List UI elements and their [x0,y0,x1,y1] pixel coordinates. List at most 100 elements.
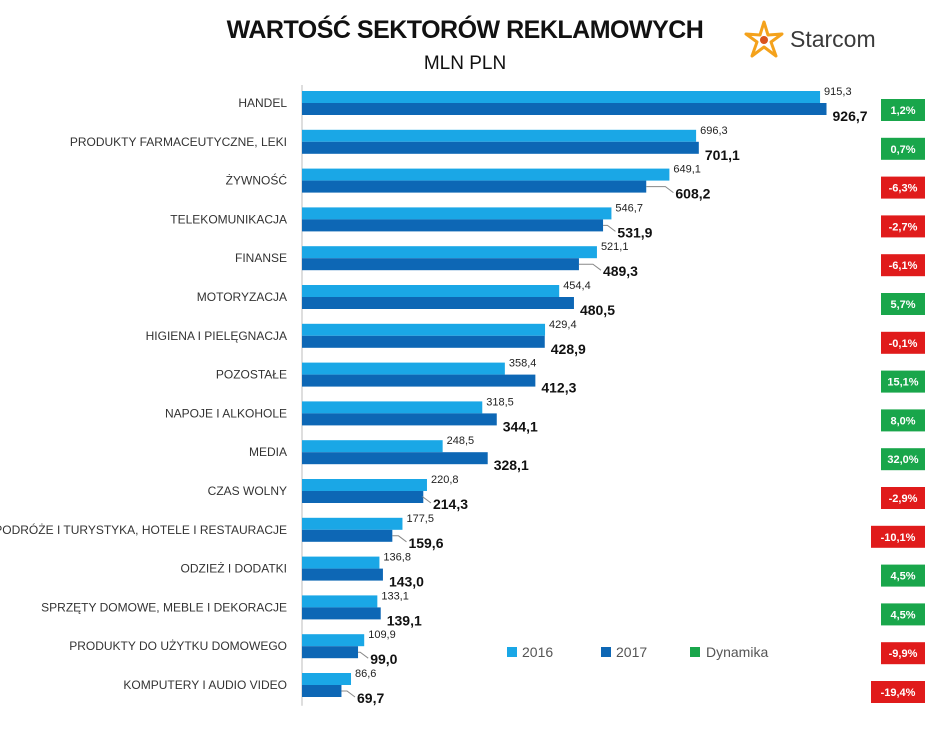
value-label-2017: 926,7 [833,108,868,124]
category-label: MEDIA [249,445,287,459]
value-label-2016: 109,9 [368,629,396,641]
leader-line [421,496,432,504]
bar-2017 [302,180,647,193]
leader-line [578,263,602,271]
dynamics-badge [881,137,925,160]
bar-2017 [302,452,488,465]
bar-2016 [302,129,697,142]
bar-2016 [302,595,378,608]
value-label-2016: 136,8 [383,552,411,564]
category-label: PRODUKTY FARMACEUTYCZNE, LEKI [70,135,287,149]
leader-line [341,690,356,698]
dynamics-badge [881,331,925,354]
legend-swatch-2016 [507,647,517,657]
bar-2016 [302,401,483,414]
value-label-2017: 214,3 [433,496,468,512]
category-label: NAPOJE I ALKOHOLE [165,406,287,420]
value-label-2017: 99,0 [370,651,397,667]
dynamics-label: 0,7% [890,144,915,156]
leader-line [603,224,616,232]
category-label: HANDEL [238,96,287,110]
bar-2016 [302,440,443,453]
bar-2016 [302,91,821,103]
value-label-2017: 489,3 [603,263,638,279]
bar-2017 [302,141,699,154]
value-label-2016: 248,5 [447,435,475,447]
dynamics-badge [881,254,925,277]
dynamics-badge [871,681,925,703]
category-label: TELEKOMUNIKACJA [170,212,287,226]
dynamics-badge [881,642,925,665]
dynamics-badge [881,370,925,393]
bar-2017 [302,529,393,542]
dynamics-label: 4,5% [890,609,915,621]
bar-2016 [302,207,612,220]
value-label-2017: 608,2 [675,186,710,202]
bar-2017 [302,335,545,348]
bar-2016 [302,323,546,336]
legend-label-2016: 2016 [522,644,553,660]
bar-2016 [302,556,380,569]
bar-2016 [302,246,597,259]
bar-2016 [302,362,505,375]
chart-title: WARTOŚĆ SEKTORÓW REKLAMOWYCH [226,16,704,44]
dynamics-badge [881,99,925,121]
dynamics-label: 15,1% [887,377,918,389]
value-label-2017: 344,1 [503,418,538,434]
logo-text: Starcom [790,26,876,52]
value-label-2016: 429,4 [549,319,577,331]
dynamics-badge [881,176,925,199]
category-label: FINANSE [235,251,287,265]
dynamics-badge [881,215,925,238]
value-label-2016: 915,3 [824,86,852,98]
category-label: ODZIEŻ I DODATKI [181,562,287,576]
bar-2016 [302,517,403,530]
bar-2017 [302,646,359,659]
bar-2017 [302,103,827,115]
dynamics-badge [881,293,925,315]
value-label-2017: 139,1 [387,612,422,628]
dynamics-label: -2,9% [889,493,918,505]
bar-2017 [302,607,381,620]
value-label-2016: 649,1 [673,164,701,176]
bar-2017 [302,297,574,309]
category-label: KOMPUTERY I AUDIO VIDEO [123,678,287,692]
value-label-2016: 454,4 [563,280,591,292]
category-label: POZOSTAŁE [216,368,287,382]
value-label-2017: 701,1 [705,147,740,163]
value-label-2016: 177,5 [406,513,434,525]
legend-swatch-dynamika [690,647,700,657]
value-label-2016: 86,6 [355,668,376,680]
bar-2017 [302,413,497,426]
bar-2017 [302,258,579,271]
dynamics-label: 4,5% [890,571,915,583]
dynamics-badge [881,409,925,432]
value-label-2016: 318,5 [486,396,514,408]
value-label-2017: 412,3 [541,380,576,396]
bar-2016 [302,168,670,181]
category-label: HIGIENA I PIELĘGNACJA [146,329,287,343]
dynamics-label: -0,1% [889,338,918,350]
category-label: PODRÓŻE I TURYSTYKA, HOTELE I RESTAURACJ… [0,522,287,537]
legend-swatch-2017 [601,647,611,657]
dynamics-label: -6,1% [889,260,918,272]
value-label-2017: 328,1 [494,457,529,473]
legend-label-dynamika: Dynamika [706,644,768,660]
value-label-2016: 696,3 [700,125,728,137]
bar-2016 [302,634,365,647]
value-label-2016: 358,4 [509,358,537,370]
value-label-2017: 531,9 [617,224,652,240]
dynamics-label: 32,0% [887,454,918,466]
star-logo-icon [744,20,784,58]
value-label-2017: 159,6 [408,535,443,551]
leader-line [646,186,674,194]
bar-2017 [302,491,424,503]
value-label-2017: 428,9 [551,341,586,357]
bar-2017 [302,219,604,232]
dynamics-label: 5,7% [890,299,915,311]
value-label-2016: 521,1 [601,241,629,253]
bar-2016 [302,479,427,491]
starcom-logo: Starcom [738,18,898,62]
bar-2017 [302,374,536,387]
